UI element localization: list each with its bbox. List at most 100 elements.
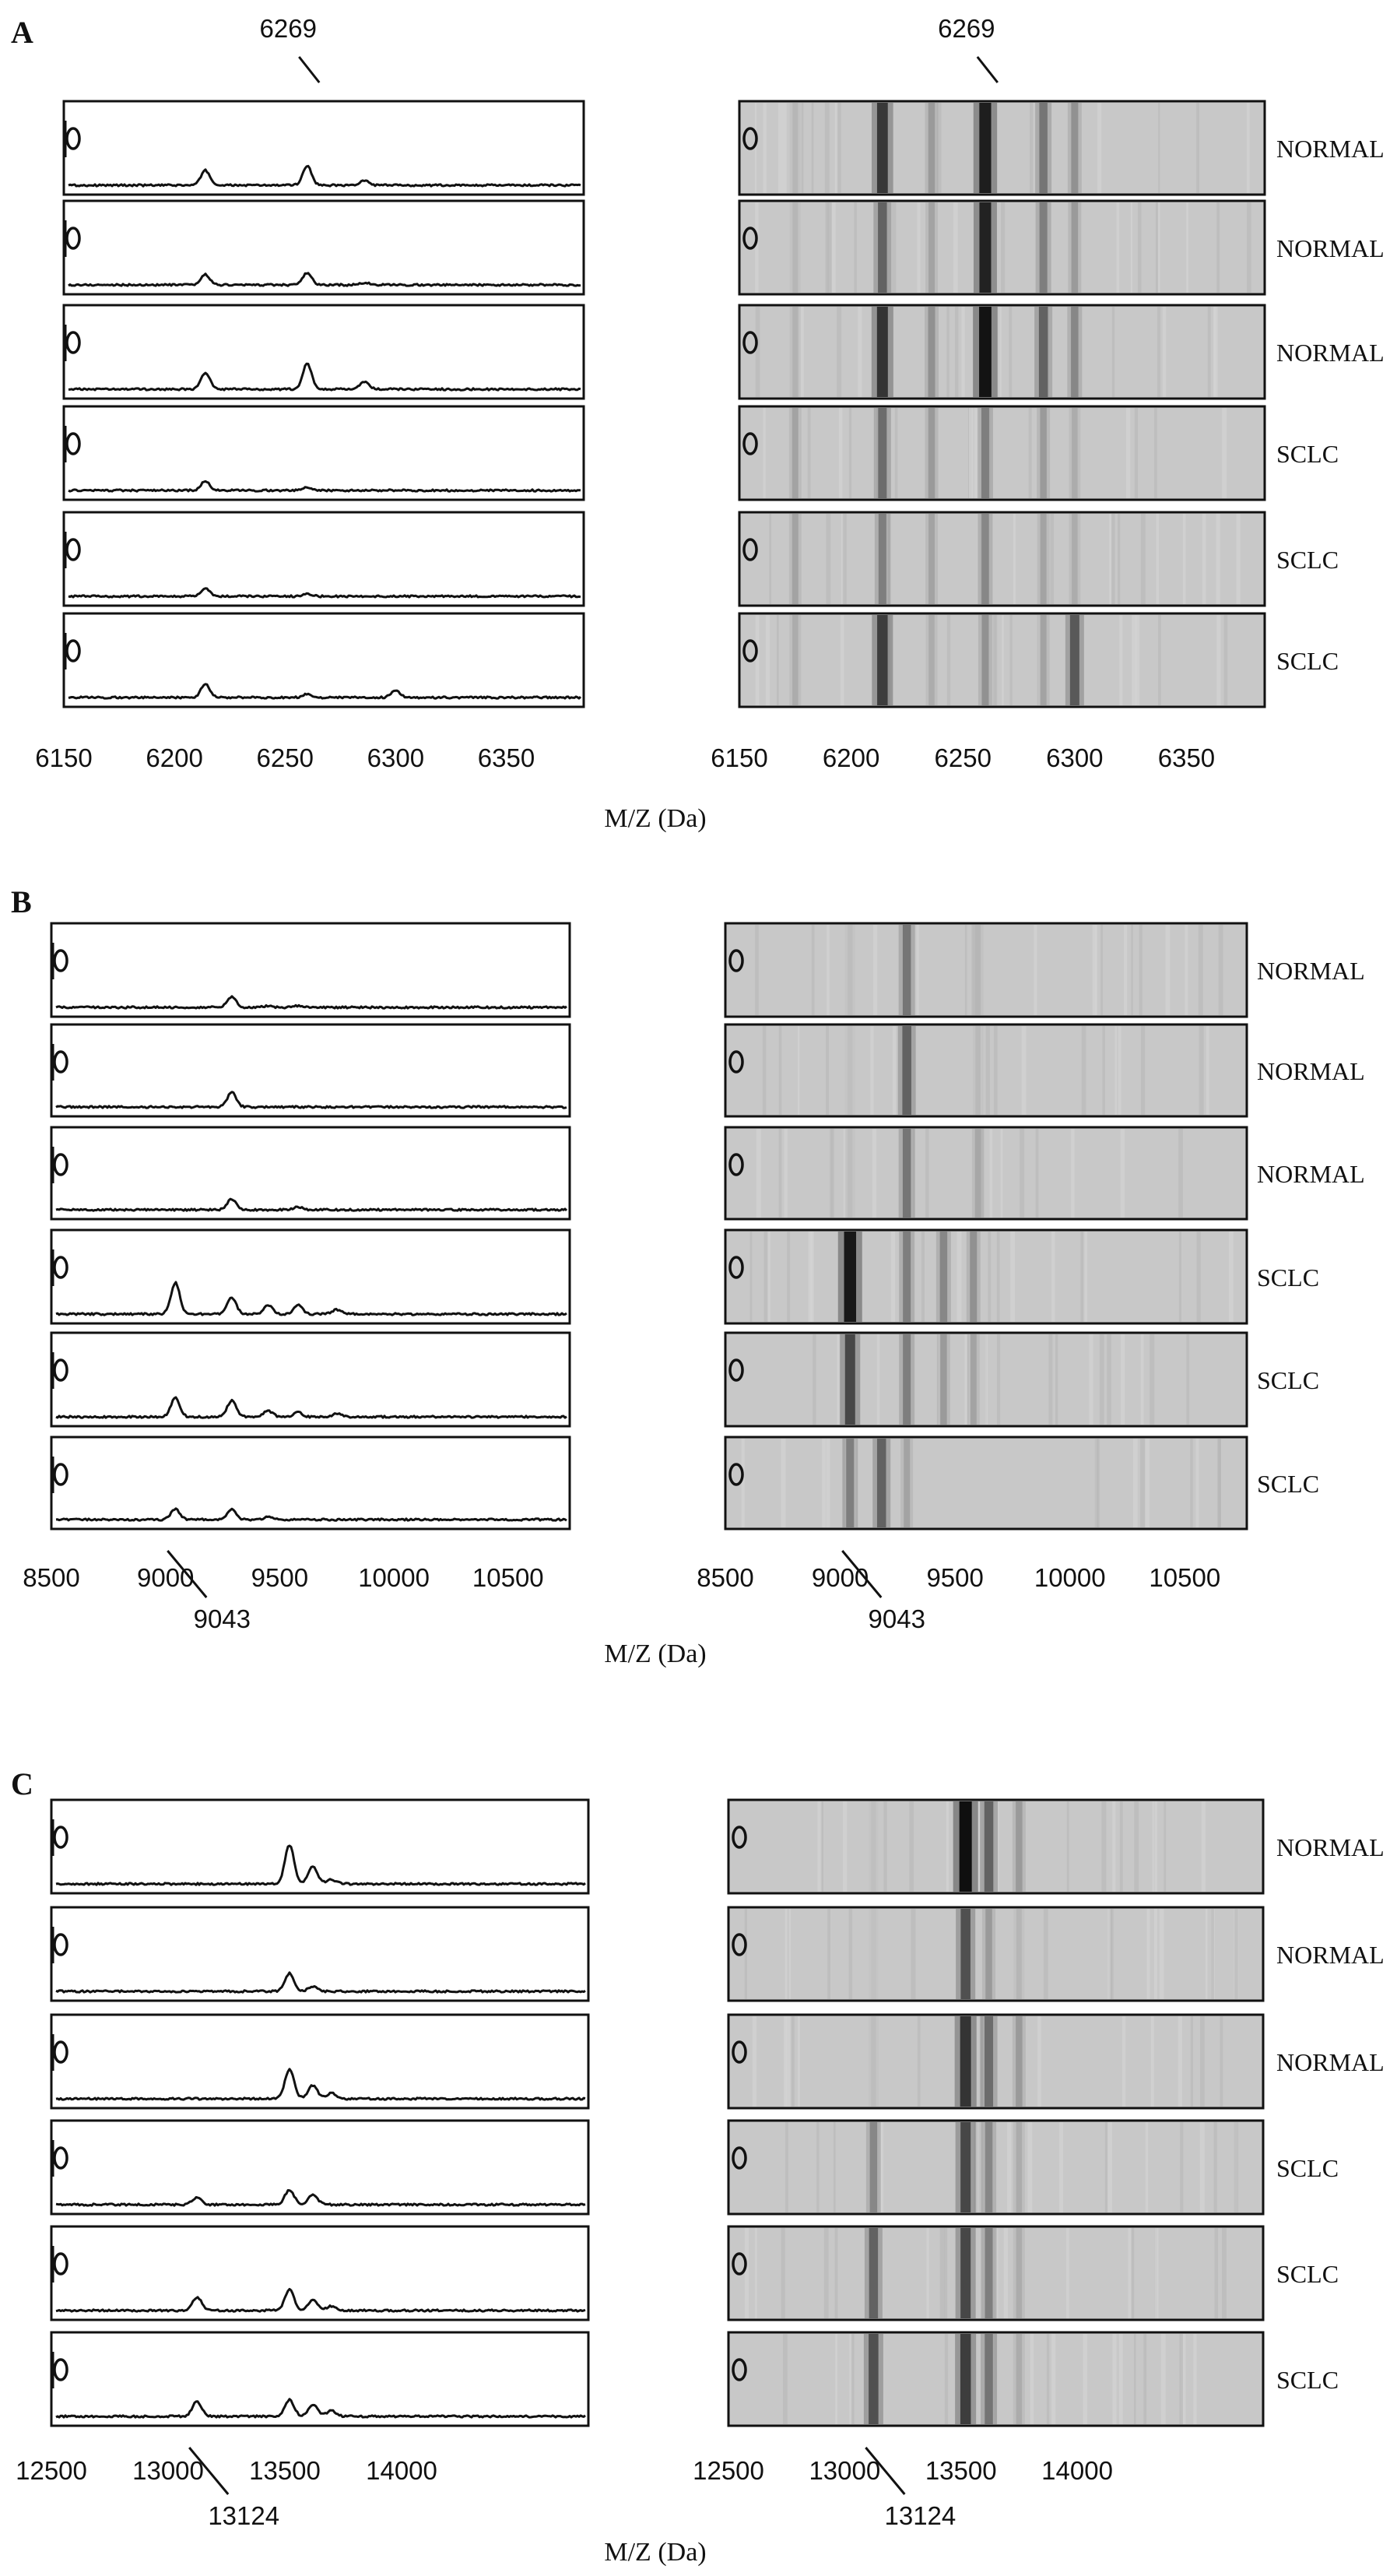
row-origin-icon — [65, 639, 81, 662]
gel-stripe — [769, 514, 772, 604]
gel-band — [979, 202, 992, 293]
gel-stripe — [1199, 2122, 1205, 2212]
gel-stripe — [1092, 925, 1097, 1015]
marker-leader-line — [841, 1550, 883, 1598]
gel-frame — [738, 405, 1266, 501]
gel-stripe — [1123, 925, 1128, 1015]
row-label: NORMAL — [1276, 339, 1385, 367]
gel-stripe — [946, 307, 949, 397]
x-tick-label: 6250 — [257, 743, 314, 772]
gel-band — [878, 202, 887, 293]
gel-stripe — [1137, 202, 1142, 293]
x-tick-label: 6150 — [35, 743, 92, 772]
row-label: SCLC — [1276, 546, 1339, 574]
gel-stripe — [824, 103, 830, 193]
gel-frame — [724, 1126, 1248, 1221]
gel-band — [979, 103, 992, 193]
gel-band — [846, 1439, 855, 1527]
gel-stripe — [858, 307, 862, 397]
gel-stripe — [755, 202, 759, 293]
gel-stripe — [1145, 2122, 1149, 2212]
gel-stripe — [837, 1334, 840, 1425]
gel-band — [876, 307, 888, 397]
gel-stripe — [1116, 202, 1120, 293]
gel-stripe — [1201, 1801, 1206, 1892]
x-tick-label: 10000 — [1034, 1563, 1106, 1592]
gel-band — [960, 2016, 971, 2107]
gel-stripe — [1133, 1439, 1138, 1527]
x-tick-label: 6300 — [1046, 743, 1103, 772]
gel-band — [844, 1232, 857, 1322]
gel-stripe — [1222, 408, 1227, 498]
spectrum-trace — [55, 2287, 586, 2313]
gel-stripe — [946, 1801, 949, 1892]
marker-label: 6269 — [260, 14, 317, 43]
gel-stripe — [744, 2228, 749, 2318]
gel-stripe — [1150, 1334, 1155, 1425]
marker-leader-line — [167, 1550, 208, 1598]
gel-stripe — [1140, 1439, 1145, 1527]
row-origin-icon — [742, 639, 758, 662]
gel-stripe — [1104, 2122, 1108, 2212]
gel-stripe — [1143, 2334, 1147, 2424]
gel-band — [877, 615, 888, 705]
gel-stripe — [1055, 1334, 1058, 1425]
gel-stripe — [801, 103, 804, 193]
gel-band — [939, 1232, 948, 1322]
x-axis-label: M/Z (Da) — [604, 1639, 706, 1668]
gel-stripe — [834, 103, 838, 193]
gel-stripe — [849, 2334, 853, 2424]
gel-stripe — [755, 103, 756, 193]
gel-stripe — [911, 1909, 916, 1999]
gel-stripe — [1140, 514, 1146, 604]
marker-label: 9043 — [869, 1604, 925, 1633]
gel-band — [985, 2016, 994, 2107]
spectrum-trace — [55, 1281, 567, 1316]
gel-band — [1016, 2334, 1023, 2424]
gel-stripe — [1190, 1439, 1193, 1527]
gel-stripe — [1236, 514, 1241, 604]
gel-stripe — [808, 1232, 813, 1322]
spectrum-frame — [62, 405, 585, 501]
gel-stripe — [785, 2122, 788, 2212]
gel-stripe — [872, 1129, 877, 1218]
gel-stripe — [1220, 2016, 1223, 2107]
panel-C: C NORMAL NORMAL NORMAL SCLC SCLC SCLC 12500 1250… — [11, 1766, 1385, 2567]
panel-B: B NORMAL NORMAL NORMAL SCLC SCLC SCLC 8500 8500 9… — [11, 884, 1365, 1668]
row-label: NORMAL — [1276, 1833, 1385, 1861]
gel-stripe — [784, 1909, 788, 1999]
gel-stripe — [1102, 1026, 1105, 1115]
gel-stripe — [1051, 1232, 1055, 1322]
gel-stripe — [1178, 1129, 1183, 1218]
row-origin-icon — [742, 227, 758, 250]
gel-band — [792, 615, 799, 705]
gel-stripe — [854, 202, 857, 293]
gel-band — [960, 2122, 971, 2212]
gel-stripe — [838, 408, 843, 498]
gel-band — [1040, 615, 1047, 705]
gel-stripe — [974, 408, 979, 498]
gel-stripe — [799, 307, 804, 397]
gel-stripe — [1081, 1026, 1086, 1115]
gel-stripe — [798, 1026, 800, 1115]
gel-stripe — [1150, 2016, 1154, 2107]
gel-stripe — [1066, 1801, 1069, 1892]
row-origin-icon — [53, 2040, 68, 2064]
gel-band — [960, 2228, 971, 2318]
gel-stripe — [1121, 2016, 1126, 2107]
row-origin-icon — [53, 2358, 68, 2381]
gel-stripe — [1065, 2228, 1069, 2318]
gel-frame — [727, 1906, 1265, 2002]
gel-band — [928, 307, 935, 397]
gel-frame — [727, 2013, 1265, 2110]
gel-stripe — [1112, 1801, 1116, 1892]
gel-stripe — [1030, 103, 1034, 193]
gel-band — [960, 2334, 971, 2424]
gel-band — [792, 202, 799, 293]
gel-stripe — [822, 1439, 826, 1527]
gel-stripe — [1107, 1909, 1111, 1999]
gel-stripe — [1139, 925, 1143, 1015]
gel-stripe — [1099, 1334, 1104, 1425]
row-label: NORMAL — [1257, 957, 1365, 985]
